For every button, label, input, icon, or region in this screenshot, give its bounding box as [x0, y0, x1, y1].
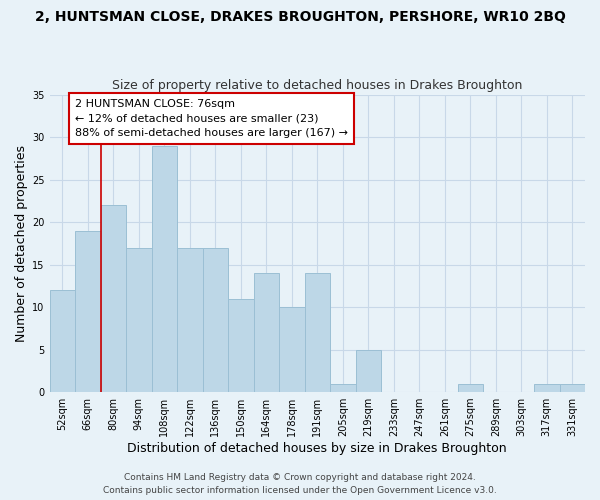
Bar [101, 205, 126, 392]
Bar [50, 290, 75, 392]
Bar [356, 350, 381, 392]
Text: 2 HUNTSMAN CLOSE: 76sqm
← 12% of detached houses are smaller (23)
88% of semi-de: 2 HUNTSMAN CLOSE: 76sqm ← 12% of detache… [75, 99, 348, 138]
Bar [254, 273, 279, 392]
Bar [560, 384, 585, 392]
Bar [330, 384, 356, 392]
X-axis label: Distribution of detached houses by size in Drakes Broughton: Distribution of detached houses by size … [127, 442, 507, 455]
Bar [75, 230, 101, 392]
Bar [534, 384, 560, 392]
Bar [177, 248, 203, 392]
Bar [228, 298, 254, 392]
Text: 2, HUNTSMAN CLOSE, DRAKES BROUGHTON, PERSHORE, WR10 2BQ: 2, HUNTSMAN CLOSE, DRAKES BROUGHTON, PER… [35, 10, 565, 24]
Bar [152, 146, 177, 392]
Y-axis label: Number of detached properties: Number of detached properties [15, 145, 28, 342]
Bar [305, 273, 330, 392]
Title: Size of property relative to detached houses in Drakes Broughton: Size of property relative to detached ho… [112, 79, 523, 92]
Bar [279, 307, 305, 392]
Bar [203, 248, 228, 392]
Bar [126, 248, 152, 392]
Bar [458, 384, 483, 392]
Text: Contains HM Land Registry data © Crown copyright and database right 2024.
Contai: Contains HM Land Registry data © Crown c… [103, 474, 497, 495]
